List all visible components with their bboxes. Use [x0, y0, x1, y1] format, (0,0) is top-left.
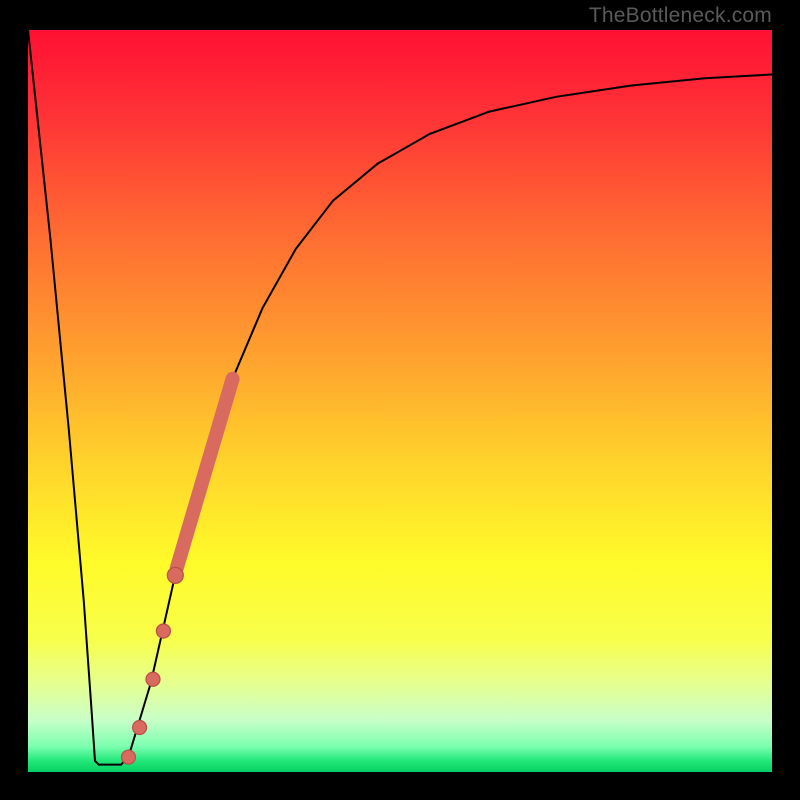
marker-dot: [121, 750, 135, 764]
bottleneck-chart: [0, 0, 800, 800]
frame-border: [0, 772, 800, 800]
chart-background: [28, 30, 772, 772]
frame-border: [0, 0, 28, 800]
marker-dot: [146, 672, 160, 686]
marker-dot: [167, 567, 183, 583]
marker-dot: [133, 720, 147, 734]
frame-border: [772, 0, 800, 800]
watermark-text: TheBottleneck.com: [589, 4, 772, 28]
marker-dot: [156, 624, 170, 638]
